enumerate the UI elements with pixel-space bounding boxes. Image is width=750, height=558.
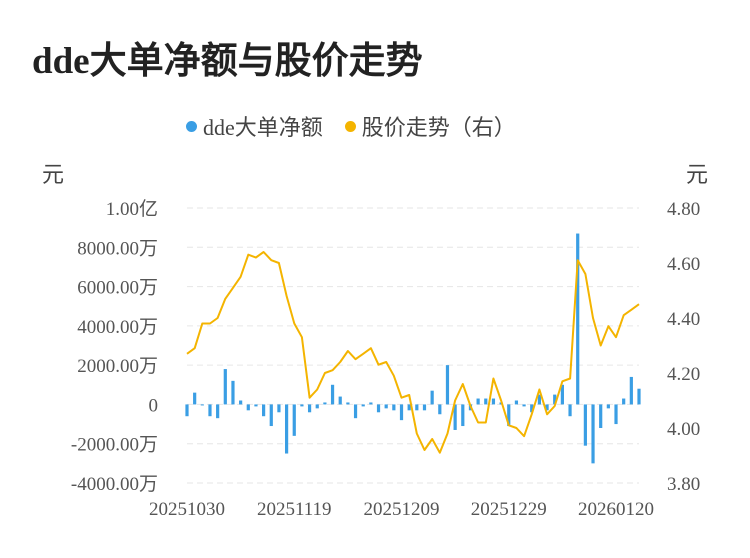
dde-bar	[346, 402, 350, 405]
dde-bar	[216, 404, 220, 419]
dde-bar	[269, 404, 273, 427]
dde-bar	[246, 404, 250, 411]
dde-bar	[338, 396, 342, 405]
right-axis-tick-label: 4.20	[667, 364, 700, 385]
dde-bar	[453, 404, 457, 430]
dde-bar	[530, 404, 534, 413]
legend-label-dde: dde大单净额	[203, 115, 323, 140]
dde-bar	[292, 404, 296, 436]
dde-bar	[353, 404, 358, 419]
x-axis-tick-label: 20251119	[257, 499, 332, 520]
dde-bar	[537, 394, 542, 405]
x-axis-tick-label: 20251209	[364, 499, 440, 520]
dde-bar	[323, 402, 327, 405]
dde-bar	[415, 404, 419, 411]
dde-bar	[614, 404, 618, 425]
dde-bar	[476, 398, 480, 405]
dde-bar	[553, 394, 557, 405]
dde-bar	[231, 380, 235, 405]
dde-bar	[545, 404, 549, 411]
dde-bar	[576, 233, 580, 405]
legend-marker-dde	[186, 120, 197, 132]
dde-bar	[376, 404, 381, 413]
left-axis-tick-label: -4000.00万	[71, 474, 158, 495]
dde-bar	[193, 392, 197, 405]
dde-bar	[461, 404, 465, 427]
dde-bar	[560, 384, 564, 405]
dde-bar	[422, 404, 427, 411]
chart-title: dde大单净额与股价走势	[32, 41, 423, 82]
legend-item-price[interactable]: 股价走势（右）	[344, 110, 516, 142]
dde-bar	[583, 404, 587, 446]
left-axis-tick-label: 1.00亿	[106, 198, 158, 220]
dde-bar	[239, 400, 243, 405]
dde-bar	[407, 404, 411, 411]
dde-bar	[445, 365, 450, 405]
dde-bar	[262, 404, 266, 417]
dde-bar	[185, 404, 189, 417]
dde-bar	[591, 404, 595, 464]
right-axis-unit: 元	[686, 162, 709, 187]
x-axis-tick-label: 20251030	[149, 499, 225, 520]
legend: dde大单净额 股价走势（右）	[186, 110, 538, 142]
dde-bar	[284, 404, 289, 454]
legend-item-dde[interactable]: dde大单净额	[186, 110, 323, 142]
dde-bar	[484, 398, 488, 405]
dde-bar	[315, 404, 319, 409]
dde-bar	[307, 404, 312, 413]
dde-bar	[430, 390, 434, 405]
right-axis-tick-label: 4.80	[667, 199, 700, 220]
left-axis-tick-label: 8000.00万	[77, 238, 158, 259]
dde-bar	[384, 404, 388, 409]
dde-bar	[392, 404, 396, 411]
dde-bar	[629, 376, 633, 405]
left-axis-tick-label: 6000.00万	[77, 278, 158, 299]
dde-bar	[369, 402, 373, 405]
right-axis-tick-label: 4.40	[667, 309, 700, 330]
legend-label-price: 股价走势（右）	[361, 115, 516, 140]
dde-bar	[208, 404, 212, 417]
dde-bar	[330, 384, 335, 405]
dde-bar	[399, 404, 404, 421]
legend-marker-price	[344, 120, 356, 132]
dde-bar	[200, 404, 204, 406]
left-axis-tick-label: 2000.00万	[77, 356, 158, 377]
dde-bar	[514, 400, 519, 405]
left-axis-tick-label: -2000.00万	[71, 435, 158, 456]
x-axis-tick-label: 20251229	[471, 499, 547, 520]
dde-bar	[254, 404, 258, 407]
dde-bar	[438, 404, 442, 415]
dde-bar	[361, 404, 365, 407]
x-axis-tick-label: 20260120	[578, 499, 654, 520]
dde-bar	[599, 404, 603, 428]
dde-bar	[637, 388, 641, 405]
left-axis-tick-label: 4000.00万	[77, 317, 158, 338]
right-axis-tick-label: 4.60	[667, 254, 700, 275]
dde-bar	[491, 398, 496, 405]
dde-bar	[622, 398, 626, 405]
right-axis-tick-label: 3.80	[667, 474, 700, 495]
dde-bar	[568, 404, 572, 417]
dde-bar	[223, 369, 227, 405]
dde-bar	[522, 404, 526, 407]
left-axis-unit: 元	[42, 162, 65, 187]
price-line	[186, 251, 640, 454]
dde-bar	[606, 404, 610, 409]
left-axis-tick-label: 0	[149, 395, 159, 416]
right-axis-tick-label: 4.00	[667, 419, 700, 440]
dde-bar	[277, 404, 281, 413]
dde-bar	[507, 404, 511, 427]
dde-bar	[300, 404, 304, 407]
